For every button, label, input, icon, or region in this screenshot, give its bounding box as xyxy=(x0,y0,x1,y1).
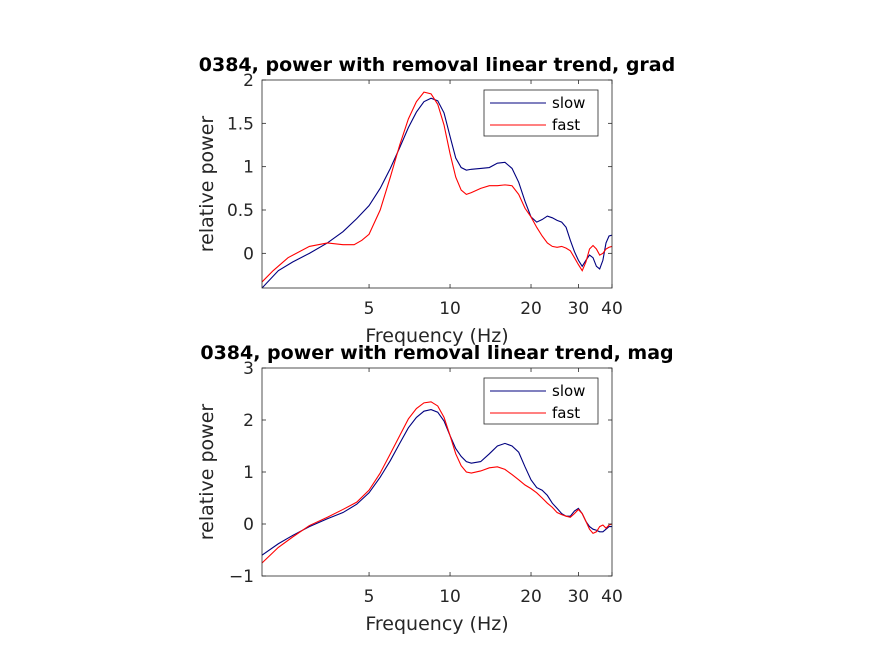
y-tick-label: 1 xyxy=(243,463,254,483)
legend-label-slow: slow xyxy=(552,382,585,400)
y-tick-label: −1 xyxy=(229,567,254,587)
y-tick-label: 0 xyxy=(243,515,254,535)
series-line-fast xyxy=(262,401,612,564)
x-tick-label: 5 xyxy=(364,587,375,607)
y-tick-label: 0 xyxy=(243,244,254,264)
y-tick-label: 1 xyxy=(243,158,254,178)
series-line-slow xyxy=(262,97,612,288)
chart-title: 0384, power with removal linear trend, m… xyxy=(200,342,673,364)
x-tick-label: 30 xyxy=(568,587,590,607)
legend-label-slow: slow xyxy=(552,94,585,112)
y-tick-label: 2 xyxy=(243,411,254,431)
y-axis-label: relative power xyxy=(196,404,218,541)
y-axis-label: relative power xyxy=(196,116,218,253)
chart-title: 0384, power with removal linear trend, g… xyxy=(199,54,675,76)
legend: slow fast xyxy=(483,377,599,425)
legend: slow fast xyxy=(483,89,599,137)
x-tick-label: 40 xyxy=(601,587,623,607)
x-tick-label: 10 xyxy=(439,299,461,319)
y-tick-label: 1.5 xyxy=(227,114,254,134)
series-line-fast xyxy=(262,91,612,283)
y-tick-label: 3 xyxy=(243,359,254,379)
x-tick-label: 20 xyxy=(520,299,542,319)
x-axis-label: Frequency (Hz) xyxy=(365,613,508,635)
y-tick-label: 0.5 xyxy=(227,201,254,221)
x-tick-label: 5 xyxy=(364,299,375,319)
x-tick-label: 30 xyxy=(568,299,590,319)
legend-label-fast: fast xyxy=(552,404,580,422)
series-line-slow xyxy=(262,409,612,556)
x-tick-label: 20 xyxy=(520,587,542,607)
legend-label-fast: fast xyxy=(552,116,580,134)
x-tick-label: 40 xyxy=(601,299,623,319)
legend-box xyxy=(483,377,599,425)
legend-box xyxy=(483,89,599,137)
x-axis-label: Frequency (Hz) xyxy=(365,325,508,347)
x-tick-label: 10 xyxy=(439,587,461,607)
axes-frame xyxy=(261,79,613,289)
y-tick-label: 2 xyxy=(243,71,254,91)
